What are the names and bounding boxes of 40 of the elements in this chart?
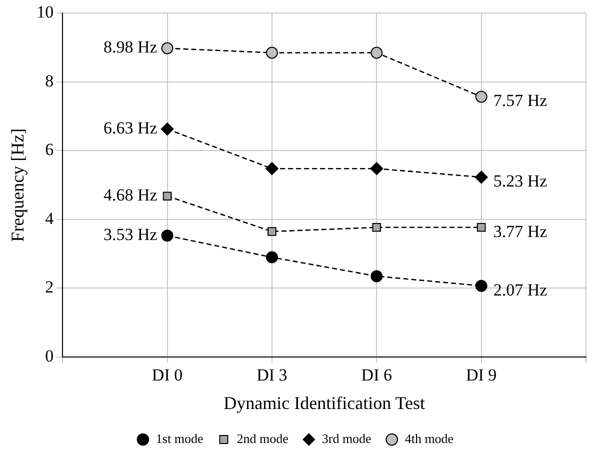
y-tick-label: 10 — [36, 2, 54, 22]
point — [474, 170, 488, 184]
data-label: 5.23 Hz — [493, 172, 548, 191]
point — [370, 270, 383, 282]
legend-label: 4th mode — [404, 430, 454, 446]
data-label: 8.98 Hz — [103, 38, 158, 57]
x-tick-label: DI 0 — [152, 366, 183, 385]
x-tick-label: DI 9 — [466, 366, 497, 385]
data-label: 6.63 Hz — [103, 118, 158, 138]
y-tick-label: 6 — [45, 140, 54, 160]
point — [475, 90, 488, 103]
x-tick-label: DI 3 — [256, 366, 288, 385]
y-tick-label: 4 — [45, 208, 54, 228]
point — [160, 122, 174, 136]
point — [476, 223, 486, 232]
point — [161, 230, 174, 242]
data-label: 3.77 Hz — [493, 222, 548, 241]
point — [162, 192, 172, 200]
legend-label: 2nd mode — [236, 430, 289, 446]
y-tick-label: 2 — [45, 278, 54, 297]
point — [265, 162, 278, 176]
point — [370, 46, 383, 59]
data-label: 2.07 Hz — [493, 280, 548, 300]
point — [370, 162, 384, 176]
legend-label: 3rd mode — [322, 430, 372, 446]
data-label: 4.68 Hz — [103, 186, 158, 205]
data-label: 3.53 Hz — [103, 225, 158, 244]
x-axis-title: Dynamic Identification Test — [224, 392, 425, 413]
point — [372, 223, 382, 232]
legend-label: 1st mode — [156, 430, 204, 446]
y-tick-label: 0 — [45, 346, 54, 366]
point — [161, 42, 174, 54]
data-label: 7.57 Hz — [493, 91, 548, 110]
y-axis-title: Frequency [Hz] — [8, 128, 28, 242]
point — [268, 227, 276, 236]
point — [266, 251, 278, 264]
y-tick-label: 8 — [45, 71, 54, 90]
point — [266, 46, 278, 59]
x-tick-label: DI 6 — [361, 366, 392, 385]
point — [475, 280, 488, 292]
